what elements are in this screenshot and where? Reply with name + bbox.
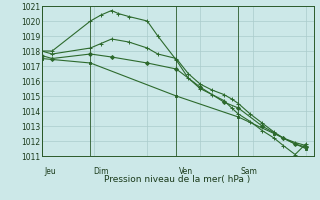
Text: Jeu: Jeu [44,166,56,176]
Text: Dim: Dim [93,166,108,176]
X-axis label: Pression niveau de la mer( hPa ): Pression niveau de la mer( hPa ) [104,175,251,184]
Text: Sam: Sam [241,166,258,176]
Text: Ven: Ven [179,166,193,176]
